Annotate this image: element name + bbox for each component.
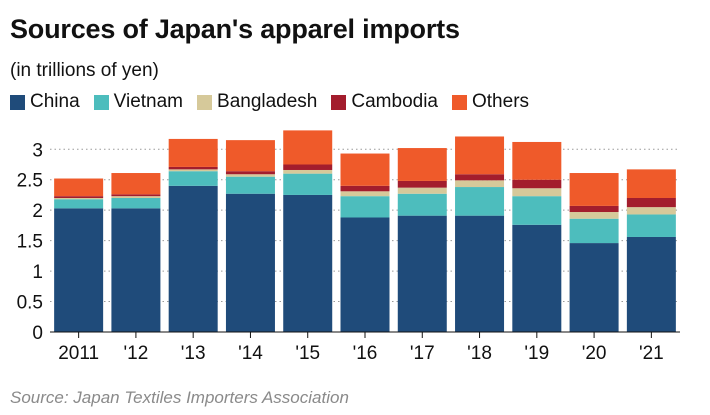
- bar-segment-cambodia: [626, 198, 676, 208]
- x-tick-label: '21: [639, 343, 664, 364]
- bar-segment-cambodia: [512, 179, 562, 189]
- x-tick-label: '13: [181, 343, 206, 364]
- bar-segment-bangladesh: [340, 191, 390, 197]
- bar-segment-others: [340, 153, 390, 186]
- x-tick-label: '14: [238, 343, 263, 364]
- bar-segment-cambodia: [397, 180, 447, 188]
- bar-segment-others: [225, 140, 275, 172]
- bar-segment-cambodia: [569, 205, 619, 213]
- bar-segment-vietnam: [111, 198, 161, 209]
- bar-segment-china: [397, 215, 447, 332]
- bar-segment-china: [111, 208, 161, 332]
- bar-segment-others: [168, 138, 218, 167]
- bar-segment-china: [225, 193, 275, 332]
- bar-segment-bangladesh: [225, 174, 275, 177]
- bar-segment-bangladesh: [626, 207, 676, 215]
- legend-swatch: [197, 94, 213, 110]
- x-tick-label: '16: [353, 343, 378, 364]
- bar-segment-bangladesh: [455, 180, 505, 188]
- bar-segment-china: [283, 194, 333, 332]
- y-tick-label: 2: [32, 201, 43, 222]
- bar-segment-vietnam: [455, 187, 505, 216]
- bar-segment-others: [626, 169, 676, 198]
- x-tick-label: '12: [124, 343, 149, 364]
- bar-segment-china: [455, 215, 505, 332]
- legend-label: China: [30, 91, 80, 112]
- y-tick-label: 1.5: [17, 232, 43, 253]
- bar-segment-vietnam: [168, 171, 218, 186]
- legend-label: Bangladesh: [217, 91, 318, 112]
- bar-segment-others: [397, 148, 447, 181]
- bar-segment-cambodia: [283, 164, 333, 170]
- bar-segment-others: [455, 136, 505, 175]
- bar-segment-china: [626, 236, 676, 332]
- bar-segment-vietnam: [54, 199, 104, 209]
- bar-segment-cambodia: [340, 185, 390, 192]
- bar-segment-bangladesh: [54, 198, 104, 200]
- x-tick-label: '18: [467, 343, 492, 364]
- bar-segment-vietnam: [225, 176, 275, 194]
- bar-segment-vietnam: [626, 214, 676, 237]
- x-tick-label: '15: [295, 343, 320, 364]
- chart-title: Sources of Japan's apparel imports: [10, 14, 460, 44]
- x-tick-label: '17: [410, 343, 435, 364]
- legend-item-bangladesh: Bangladesh: [197, 91, 317, 113]
- chart-subtitle: (in trillions of yen): [10, 60, 159, 81]
- bar-segment-cambodia: [54, 196, 104, 198]
- bar-segment-vietnam: [283, 173, 333, 195]
- bar-segment-vietnam: [512, 196, 562, 225]
- x-tick-label: 2011: [58, 343, 99, 364]
- stacked-bar-chart: 0 0.5 1 1.5 2 2.5 3 2011 '12 '13 '14 '15 '16 '17 '18 '1…: [17, 130, 680, 364]
- legend-swatch: [10, 94, 25, 110]
- bar-segment-china: [340, 217, 390, 332]
- bar-segment-china: [569, 243, 619, 332]
- bar-segment-others: [569, 173, 619, 206]
- bar-segment-others: [54, 178, 104, 197]
- bar-segment-bangladesh: [569, 212, 619, 219]
- y-tick-label: 2.5: [17, 171, 43, 192]
- y-tick-label: 0.5: [17, 293, 43, 314]
- bar-segment-cambodia: [455, 174, 505, 181]
- legend-label: Others: [472, 91, 530, 112]
- bar-segment-china: [54, 208, 104, 332]
- bar-segment-bangladesh: [111, 196, 161, 198]
- legend-item-others: Others: [452, 91, 529, 113]
- source-note: Source: Japan Textiles Importers Associa…: [10, 388, 349, 407]
- x-tick-label: '20: [582, 343, 607, 364]
- bar-segment-vietnam: [569, 218, 619, 244]
- legend-item-vietnam: Vietnam: [93, 91, 184, 113]
- bar-segment-china: [512, 224, 562, 332]
- legend-item-china: China: [10, 91, 80, 113]
- y-tick-label: 3: [32, 140, 43, 161]
- x-tick-label: '19: [524, 343, 549, 364]
- y-tick-label: 1: [32, 262, 43, 283]
- bar-segment-china: [168, 185, 218, 332]
- bar-segment-bangladesh: [168, 169, 218, 172]
- legend-item-cambodia: Cambodia: [331, 91, 438, 113]
- y-tick-label: 0: [32, 323, 43, 344]
- bar-segment-bangladesh: [397, 187, 447, 194]
- bar-segment-cambodia: [111, 194, 161, 197]
- bar-segment-others: [111, 173, 161, 195]
- legend-swatch: [452, 94, 467, 110]
- legend-swatch: [331, 94, 347, 110]
- bar-segment-cambodia: [225, 171, 275, 175]
- legend-swatch: [93, 94, 109, 110]
- bar-segment-vietnam: [397, 193, 447, 216]
- bar-segment-cambodia: [168, 166, 218, 170]
- legend: China Vietnam Bangladesh Cambodia Others: [10, 91, 543, 113]
- legend-label: Cambodia: [351, 91, 438, 112]
- legend-label: Vietnam: [113, 91, 184, 112]
- bar-segment-others: [512, 141, 562, 180]
- bar-segment-bangladesh: [283, 169, 333, 174]
- bar-segment-bangladesh: [512, 188, 562, 197]
- bar-segment-others: [283, 130, 333, 165]
- bar-segment-vietnam: [340, 196, 390, 218]
